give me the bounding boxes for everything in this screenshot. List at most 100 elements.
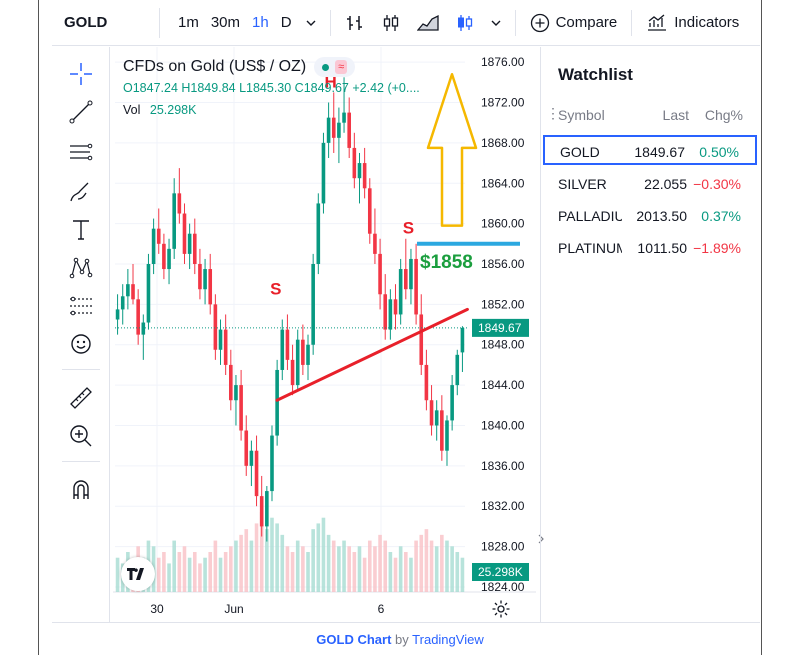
header-symbol[interactable]: Symbol (558, 107, 605, 123)
time-tick-label: Jun (224, 602, 243, 616)
icons-tool[interactable] (66, 329, 96, 359)
bar-chart-button[interactable] (337, 8, 373, 38)
candle-body (177, 193, 182, 214)
chevron-down-icon (306, 20, 316, 26)
candle-body (326, 117, 331, 143)
magnet-tool[interactable] (66, 475, 96, 505)
row-chg: −1.89% (693, 240, 741, 256)
candle-body (151, 228, 156, 264)
zoom-tool[interactable] (66, 421, 96, 451)
volume-bar (208, 552, 213, 592)
candle-body (290, 359, 295, 386)
candle-body (208, 269, 213, 305)
trend-line-icon (69, 100, 93, 124)
horizontal-lines-tool[interactable] (66, 137, 96, 167)
volume-bar (460, 557, 465, 592)
candle-body (192, 233, 197, 264)
volume-bar (445, 540, 449, 592)
candle-body (126, 284, 130, 297)
volume-bar (455, 552, 460, 592)
watchlist-panel: Watchlist ⋮ Symbol Last Chg% GOLD 1849.6… (540, 47, 760, 622)
forecast-tool[interactable] (66, 291, 96, 321)
interval-d[interactable]: D (280, 13, 292, 31)
candle-body (254, 450, 259, 497)
up-arrow (426, 73, 478, 227)
interval-30m[interactable]: 30m (210, 13, 241, 31)
candle-body (404, 269, 408, 290)
footer-chart-word[interactable]: Chart (357, 632, 392, 647)
row-symbol: GOLD (560, 144, 600, 160)
interval-1m[interactable]: 1m (178, 13, 199, 31)
interval-1h[interactable]: 1h (252, 13, 269, 31)
candle-body (244, 430, 249, 466)
candle-body (440, 410, 444, 451)
chart-settings-button[interactable] (491, 599, 513, 621)
chart-type-dropdown[interactable] (483, 8, 509, 38)
interval-dropdown[interactable] (298, 8, 324, 38)
candles-chart-button[interactable] (373, 8, 409, 38)
candle-body (136, 299, 140, 335)
volume-bar (414, 540, 418, 592)
candle-body (337, 122, 341, 138)
header-last[interactable]: Last (662, 107, 689, 123)
volume-tag (472, 563, 529, 581)
footer-symbol[interactable]: GOLD (316, 632, 354, 647)
heikin-ashi-button[interactable] (447, 8, 483, 38)
candle-body (239, 385, 243, 431)
volume-bar (244, 529, 249, 592)
volume-bar (280, 534, 285, 592)
volume-bar (213, 540, 218, 592)
drag-handle-icon[interactable]: ⋮ (546, 105, 560, 121)
volume-bar (270, 517, 274, 592)
candle-body (378, 253, 382, 295)
candle-body (342, 112, 346, 123)
zoom-in-icon (70, 425, 92, 447)
volume-bar (352, 552, 357, 592)
price-chart[interactable]: 1876.00 1872.00 1868.00 1864.00 1860.00 1856.… (113, 47, 536, 622)
target-label: $1858 (420, 252, 473, 273)
chart-area[interactable]: 1876.00 1872.00 1868.00 1864.00 1860.00 1856.… (113, 47, 536, 622)
volume-bar (234, 540, 238, 592)
area-chart-button[interactable] (409, 8, 447, 38)
crosshair-icon (70, 63, 92, 85)
trend-line-tool[interactable] (66, 97, 96, 127)
chart-attribution[interactable]: GOLD Chart by TradingView (0, 632, 800, 647)
volume-bar (295, 540, 300, 592)
row-symbol: SILVER (558, 176, 607, 192)
measure-tool[interactable] (66, 383, 96, 413)
volume-bar (192, 552, 197, 592)
indicators-button[interactable]: Indicators (638, 8, 747, 38)
volume-bar (450, 546, 454, 592)
candle-body (249, 450, 254, 466)
tradingview-logo[interactable] (121, 557, 155, 591)
volume-bar (311, 529, 315, 592)
text-tool[interactable] (66, 215, 96, 245)
magnet-icon (73, 480, 89, 499)
annotation-overlay: 1849.67 25.298K $1858 S H S (115, 72, 529, 581)
footer-brand[interactable]: TradingView (412, 632, 484, 647)
legend-title: CFDs on Gold (US$ / OZ) (123, 58, 307, 75)
last-price-label: 1849.67 (478, 321, 522, 335)
price-tick-label: 1868.00 (481, 136, 525, 150)
candle-body (321, 142, 326, 204)
volume-bar (172, 540, 176, 592)
candle-body (388, 299, 393, 330)
compare-button[interactable]: Compare (522, 8, 626, 38)
pattern-tool[interactable] (66, 253, 96, 283)
watchlist-row-gold[interactable]: GOLD 1849.67 0.50% (543, 135, 757, 165)
candle-body (362, 163, 367, 189)
watchlist-row-palladium[interactable]: PALLADIUM 2013.50 0.37% (543, 201, 757, 231)
brush-tool[interactable] (66, 177, 96, 207)
market-status-badge[interactable]: ≈ (314, 57, 356, 77)
legend-ohlc: O1847.24 H1849.84 L1845.30 C1849.67 +2.4… (123, 81, 420, 95)
crosshair-tool[interactable] (66, 59, 96, 89)
candle-body (409, 258, 413, 290)
watchlist-row-silver[interactable]: SILVER 22.055 −0.30% (543, 169, 757, 199)
candle-body (259, 496, 264, 527)
volume-bar (388, 552, 393, 592)
watchlist-row-platinum[interactable]: PLATINUM 1011.50 −1.89% (543, 233, 757, 263)
symbol-search[interactable]: GOLD (52, 7, 160, 38)
candle-body (450, 385, 454, 421)
volume-bar (254, 523, 259, 592)
header-chg[interactable]: Chg% (704, 107, 743, 123)
